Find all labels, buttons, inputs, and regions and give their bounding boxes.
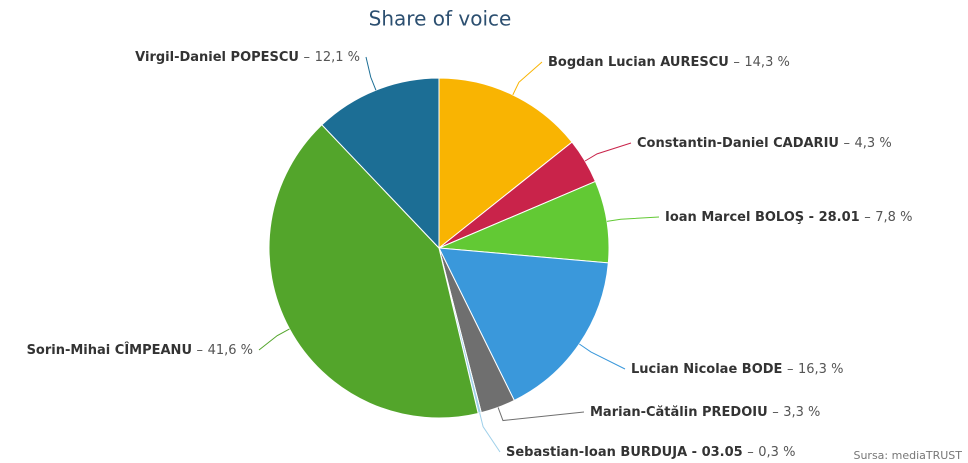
label-name: Ioan Marcel BOLOŞ - 28.01: [665, 210, 860, 225]
label-separator: –: [844, 136, 851, 151]
label-value: 12,1 %: [315, 50, 360, 65]
label-value: 41,6 %: [208, 343, 253, 358]
pie-slice: [268, 124, 479, 419]
pie-slice: [438, 77, 573, 250]
data-label: Lucian Nicolae BODE – 16,3 %: [631, 362, 843, 377]
label-separator: –: [197, 343, 204, 358]
data-label: Sorin-Mihai CÎMPEANU – 41,6 %: [27, 342, 253, 358]
label-value: 0,3 %: [758, 445, 795, 460]
label-separator: –: [772, 405, 779, 420]
connector: [479, 412, 501, 453]
label-separator: –: [787, 362, 794, 377]
label-separator: –: [864, 210, 871, 225]
label-name: Sebastian-Ioan BURDUJA - 03.05: [506, 445, 743, 460]
label-name: Sorin-Mihai CÎMPEANU: [27, 342, 192, 358]
data-label: Sebastian-Ioan BURDUJA - 03.05 – 0,3 %: [506, 445, 795, 460]
connector: [584, 142, 632, 162]
label-separator: –: [747, 445, 754, 460]
data-label: Constantin-Daniel CADARIU – 4,3 %: [637, 136, 892, 151]
chart-title: Share of voice: [369, 7, 512, 31]
label-value: 4,3 %: [855, 136, 892, 151]
connector: [258, 328, 290, 351]
label-name: Virgil-Daniel POPESCU: [135, 50, 299, 65]
connector: [606, 216, 660, 222]
label-value: 3,3 %: [783, 405, 820, 420]
connector: [512, 61, 543, 96]
data-label: Virgil-Daniel POPESCU – 12,1 %: [135, 50, 360, 65]
label-value: 14,3 %: [744, 55, 789, 70]
label-name: Lucian Nicolae BODE: [631, 362, 782, 377]
connector: [497, 407, 585, 422]
connector: [579, 343, 626, 370]
label-name: Bogdan Lucian AURESCU: [548, 55, 729, 70]
credit: Sursa: mediaTRUST: [853, 449, 962, 462]
label-name: Constantin-Daniel CADARIU: [637, 136, 839, 151]
data-label: Marian-Cătălin PREDOIU – 3,3 %: [590, 405, 820, 420]
connector: [365, 56, 377, 91]
data-label: Bogdan Lucian AURESCU – 14,3 %: [548, 55, 790, 70]
label-value: 7,8 %: [875, 210, 912, 225]
label-name: Marian-Cătălin PREDOIU: [590, 405, 768, 420]
label-separator: –: [304, 50, 311, 65]
label-value: 16,3 %: [798, 362, 843, 377]
label-separator: –: [733, 55, 740, 70]
data-label: Ioan Marcel BOLOŞ - 28.01 – 7,8 %: [665, 210, 912, 225]
pie-slice: [321, 77, 440, 250]
pie-slice: [438, 247, 609, 402]
